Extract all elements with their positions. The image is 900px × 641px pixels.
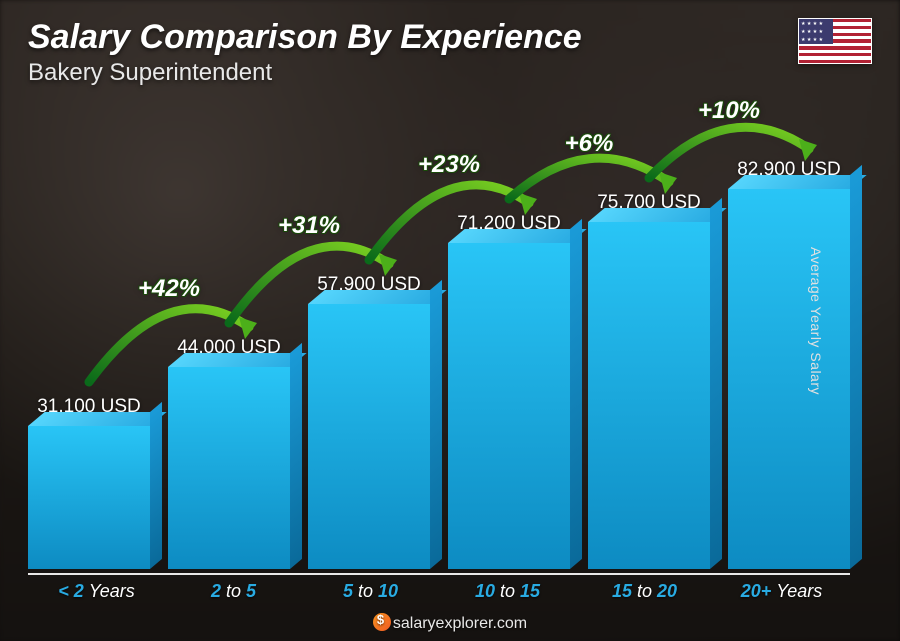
- bar: [28, 426, 150, 569]
- title-block: Salary Comparison By Experience Bakery S…: [28, 18, 582, 87]
- bar-slot: 71,200 USD: [448, 213, 570, 569]
- bar: [728, 189, 850, 569]
- footer-text: salaryexplorer.com: [393, 615, 527, 632]
- x-tick: 20+ Years: [713, 575, 850, 601]
- bar-slot: 31,100 USD: [28, 396, 150, 569]
- bar: [588, 222, 710, 569]
- x-axis: < 2 Years2 to 55 to 1010 to 1515 to 2020…: [28, 573, 850, 601]
- salaryexplorer-logo-icon: [373, 613, 391, 631]
- bar: [308, 304, 430, 569]
- page-title: Salary Comparison By Experience: [28, 18, 582, 57]
- bar-slot: 82,900 USD: [728, 159, 850, 569]
- bar: [168, 367, 290, 569]
- bar-slot: 57,900 USD: [308, 274, 430, 569]
- x-tick: 10 to 15: [439, 575, 576, 601]
- header: Salary Comparison By Experience Bakery S…: [28, 18, 872, 87]
- salary-bar-chart: 31,100 USD44,000 USD57,900 USD71,200 USD…: [28, 130, 850, 569]
- footer-attribution: salaryexplorer.com: [0, 613, 900, 633]
- x-tick: 5 to 10: [302, 575, 439, 601]
- bar-slot: 75,700 USD: [588, 192, 710, 569]
- bar: [448, 243, 570, 569]
- bars-container: 31,100 USD44,000 USD57,900 USD71,200 USD…: [28, 130, 850, 569]
- bar-slot: 44,000 USD: [168, 337, 290, 569]
- x-tick: 15 to 20: [576, 575, 713, 601]
- x-tick: 2 to 5: [165, 575, 302, 601]
- y-axis-label: Average Yearly Salary: [808, 247, 824, 395]
- x-tick: < 2 Years: [28, 575, 165, 601]
- us-flag-icon: [798, 18, 872, 64]
- page-subtitle: Bakery Superintendent: [28, 59, 582, 87]
